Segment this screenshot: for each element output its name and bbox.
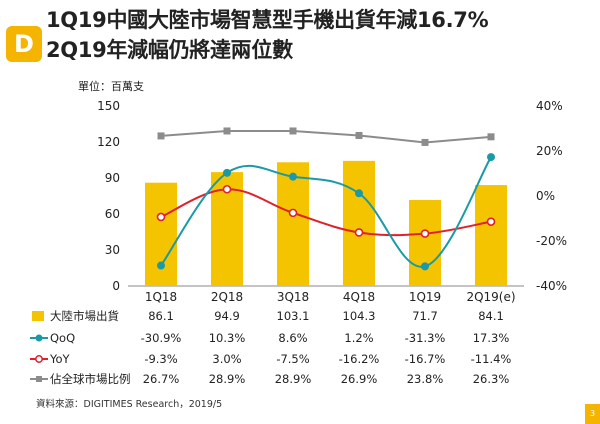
logo-box [6,26,42,62]
axes: 0 30 60 90 120 150 40% 20% 0% -20% -40% [97,99,567,293]
legend-marker [35,355,43,363]
page-number: 3 [585,404,600,424]
table-value: 84.1 [478,309,504,323]
table-value: -16.2% [339,352,380,366]
left-axis-tick: 90 [105,171,120,185]
bar [475,185,507,286]
category-label: 1Q19 [409,290,441,304]
table-value: 104.3 [343,309,376,323]
legend-label: YoY [49,352,71,366]
table-value: 10.3% [209,331,246,345]
bar [145,182,177,286]
logo-letter: D [14,30,34,58]
table-value: -9.3% [144,352,177,366]
series-marker [157,261,165,270]
table-value: 26.9% [341,372,378,386]
bar [343,160,375,286]
left-axis-tick: 0 [112,279,120,293]
page-title-line2: 2Q19年減幅仍將達兩位數 [46,38,293,62]
series-line-1 [160,188,492,237]
series-marker [223,127,231,135]
right-axis-tick: 0% [536,189,555,203]
table-value: 17.3% [473,331,510,345]
table-value: 28.9% [209,372,246,386]
series-marker [289,172,297,181]
right-axis-tick: -40% [536,279,567,293]
data-table: 大陸市場出貨 86.1 94.9 103.1 104.3 71.7 84.1 QoQ -30.9… [30,309,511,386]
bar [277,162,309,286]
bar [409,199,441,286]
series-marker [156,212,166,222]
table-value: -31.3% [405,331,446,345]
table-value: 8.6% [278,331,307,345]
legend-marker [36,376,42,382]
left-axis-tick: 60 [105,207,120,221]
category-label: 3Q18 [277,290,309,304]
legend-label: 佔全球市場比例 [50,372,131,386]
table-value: -16.7% [405,352,446,366]
series-marker [222,184,232,194]
table-value: -7.5% [276,352,309,366]
series-marker [355,189,363,198]
table-value: 23.8% [407,372,444,386]
table-value: 3.0% [212,352,241,366]
category-label: 2Q19(e) [466,290,515,304]
series-marker [421,138,429,146]
table-value: 28.9% [275,372,312,386]
series-marker [157,132,165,140]
series-line-0 [160,156,492,268]
legend-label: 大陸市場出貨 [50,309,119,323]
unit-label: 單位：百萬支 [78,80,144,93]
series-marker [288,208,298,218]
series-marker [223,168,231,177]
series-marker [487,133,495,141]
right-axis-tick: 20% [536,144,563,158]
table-value: 26.3% [473,372,510,386]
digitimes-logo: D [6,26,42,62]
left-axis-tick: 30 [105,243,120,257]
table-value: 26.7% [143,372,180,386]
left-axis-tick: 150 [97,99,120,113]
category-label: 4Q18 [343,290,375,304]
category-label: 1Q18 [145,290,177,304]
legend-swatch [32,311,44,321]
series-marker [354,228,364,237]
x-axis-labels: 1Q18 2Q18 3Q18 4Q18 1Q19 2Q19(e) [145,290,516,304]
table-value: -30.9% [141,331,182,345]
series-line-2 [160,129,492,144]
series-marker [421,262,429,271]
right-axis-tick: -20% [536,234,567,248]
source-note: 資料來源：DIGITIMES Research，2019/5 [36,399,223,410]
series-marker [486,217,496,226]
table-value: 86.1 [148,309,174,323]
category-label: 2Q18 [211,290,243,304]
series-marker [289,127,297,135]
right-axis-tick: 40% [536,99,563,113]
series-marker [487,153,495,162]
table-value: 94.9 [214,309,240,323]
page-title-line1: 1Q19中國大陸市場智慧型手機出貨年減16.7% [46,8,489,32]
line-series [156,127,496,271]
series-marker [420,229,430,238]
series-marker [355,131,363,139]
left-axis-tick: 120 [97,135,120,149]
table-value: 103.1 [277,309,310,323]
legend-marker [35,334,43,342]
table-value: 1.2% [344,331,373,345]
table-value: 71.7 [412,309,438,323]
legend-label: QoQ [50,331,75,345]
table-value: -11.4% [471,352,512,366]
